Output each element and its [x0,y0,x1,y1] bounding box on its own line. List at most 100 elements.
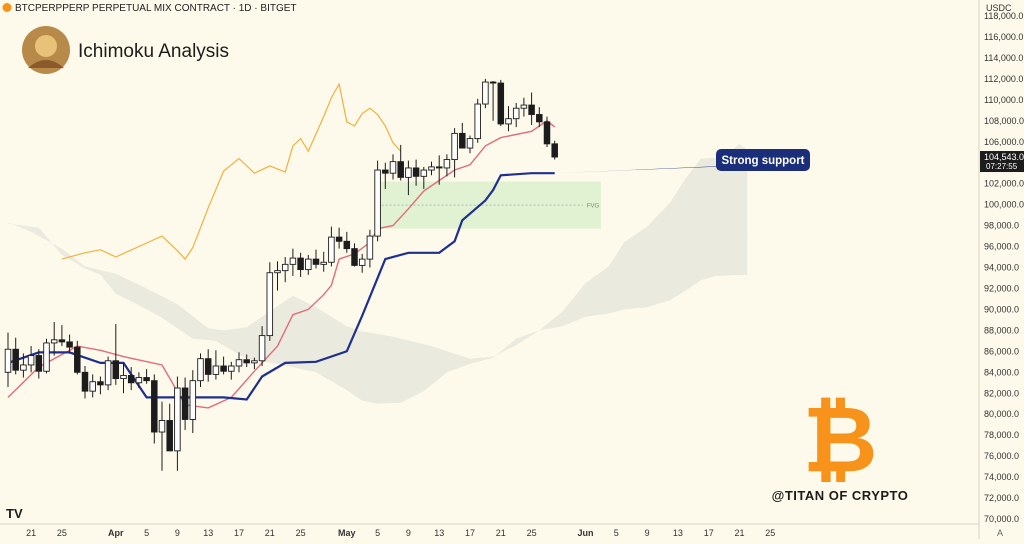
candles[interactable] [4,78,558,471]
candle[interactable] [374,160,381,242]
candle[interactable] [435,155,443,185]
candle[interactable] [158,401,166,471]
candle[interactable] [520,97,528,117]
candle[interactable] [27,346,35,373]
candle[interactable] [81,366,89,399]
candle[interactable] [420,166,428,189]
candle[interactable] [97,376,104,395]
candle[interactable] [451,128,458,178]
candle[interactable] [235,352,243,373]
candle[interactable] [497,79,505,127]
candle[interactable] [228,361,235,380]
candle[interactable] [189,370,197,434]
candle[interactable] [35,349,43,379]
candle[interactable] [127,367,135,391]
candle-body [289,257,297,265]
candle-body [397,161,404,178]
time-tick: 9 [406,528,411,538]
candle[interactable] [343,231,351,253]
candle[interactable] [312,249,320,269]
candle[interactable] [358,253,366,273]
candle-body [466,138,474,149]
candle[interactable] [251,357,258,370]
price-tick: 94,000.0 [984,263,1019,273]
candle-body [543,121,551,145]
candle[interactable] [474,98,481,143]
candle[interactable] [89,374,96,398]
candle[interactable] [443,154,451,177]
candle[interactable] [197,353,204,387]
candle[interactable] [297,252,304,277]
candle-body [412,167,420,177]
candle[interactable] [428,161,435,176]
candle[interactable] [58,325,66,347]
tradingview-logo: TV [6,506,23,521]
candle[interactable] [20,353,27,378]
candle[interactable] [50,321,58,356]
candle[interactable] [12,337,19,375]
price-tick: 70,000.0 [984,514,1019,524]
candle[interactable] [405,160,412,196]
candle-body [528,104,535,115]
candle[interactable] [135,372,143,389]
candle[interactable] [243,354,250,368]
candle[interactable] [320,251,327,272]
support-callout [716,149,810,171]
candle[interactable] [389,154,397,180]
candle[interactable] [204,349,212,382]
candle[interactable] [382,162,389,189]
price-badge [980,151,1024,173]
candle[interactable] [528,92,535,125]
candle[interactable] [466,135,474,154]
candle-body [551,143,558,158]
candle[interactable] [335,227,343,249]
candle[interactable] [489,80,497,121]
candle[interactable] [512,102,520,128]
candle[interactable] [220,356,227,375]
candle[interactable] [104,356,112,391]
candle[interactable] [459,122,466,149]
candle[interactable] [351,243,358,267]
price-tick: 88,000.0 [984,325,1019,335]
candle[interactable] [151,374,158,444]
candle-body [297,257,304,271]
chikou-line [61,82,402,261]
candle[interactable] [328,226,335,267]
chart-header: BTCPERPPERP PERPETUAL MIX CONTRACT · 1D … [2,3,297,74]
candle-body [459,132,466,149]
candle[interactable] [274,261,281,291]
candle[interactable] [258,326,266,367]
candle[interactable] [543,116,551,147]
candle-body [366,235,374,260]
candle[interactable] [74,340,81,375]
candle[interactable] [174,376,181,471]
candle[interactable] [366,229,374,268]
candle[interactable] [4,332,12,387]
candle-body [4,348,12,373]
candle[interactable] [166,403,173,452]
candle[interactable] [143,369,150,384]
candle[interactable] [43,338,50,374]
candle[interactable] [551,140,558,160]
candle[interactable] [482,78,489,109]
time-axis[interactable]: 21 25 Apr 5 9 13 17 21 25 May 5 9 13 17 21 25 Jun 5 9 13 17 2… [0,523,1003,538]
candle[interactable] [505,106,512,132]
candle[interactable] [266,262,274,341]
price-tick: 114,000.0 [984,53,1023,63]
candle[interactable] [412,159,420,186]
price-axis[interactable]: 118,000.0 116,000.0 114,000.0 112,000.0 110,… [978,0,1024,539]
candle[interactable] [305,254,312,275]
candle[interactable] [536,107,543,128]
candle[interactable] [112,324,120,385]
candle[interactable] [181,377,189,430]
current-price-label: 104,543.0 [984,152,1024,162]
candle-body [143,377,150,382]
candle-body [351,248,358,266]
candle-body [358,258,366,266]
candle[interactable] [397,144,404,181]
candle[interactable] [289,248,297,276]
candle[interactable] [120,362,127,394]
candle[interactable] [281,257,289,283]
candle[interactable] [212,350,220,380]
candle[interactable] [66,334,73,354]
